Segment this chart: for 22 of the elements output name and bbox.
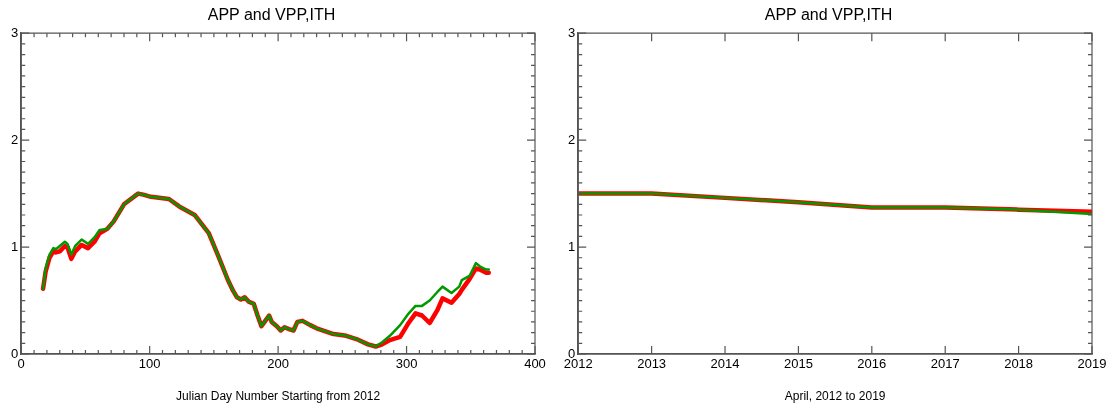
y-tick-label: 3 xyxy=(568,24,576,40)
x-tick-label: 2016 xyxy=(857,356,887,372)
y-tick-label: 0 xyxy=(11,345,19,361)
y-tick-label: 1 xyxy=(568,238,576,254)
x-tick-label: 400 xyxy=(524,356,546,372)
x-tick-label: 2014 xyxy=(710,356,740,372)
y-tick-label: 1 xyxy=(11,238,19,254)
x-axis-title: April, 2012 to 2019 xyxy=(784,389,886,404)
x-axis-title: Julian Day Number Starting from 2012 xyxy=(176,389,381,404)
chart-title: APP and VPP,ITH xyxy=(207,6,336,24)
y-tick-label: 2 xyxy=(568,131,576,147)
x-tick-label: 2017 xyxy=(930,356,960,372)
x-tick-label: 2015 xyxy=(783,356,813,372)
x-tick-label: 2013 xyxy=(637,356,667,372)
y-tick-label: 2 xyxy=(11,131,19,147)
y-tick-label: 3 xyxy=(11,24,19,40)
x-tick-label: 200 xyxy=(267,356,289,372)
x-tick-label: 100 xyxy=(138,356,161,372)
x-tick-label: 2018 xyxy=(1004,356,1034,372)
x-tick-label: 2019 xyxy=(1077,356,1107,372)
chart-title: APP and VPP,ITH xyxy=(764,6,893,24)
x-tick-label: 300 xyxy=(395,356,418,372)
